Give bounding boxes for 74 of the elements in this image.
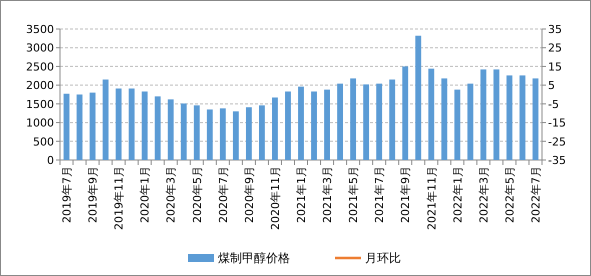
y2-tick-label: 35	[548, 23, 562, 36]
y2-tick-label: -5	[548, 98, 559, 111]
x-tick-label: 2019年7月	[60, 166, 74, 223]
y2-tick-label: -25	[548, 135, 566, 148]
bar	[116, 88, 122, 160]
bar	[298, 86, 304, 160]
bar	[389, 80, 396, 160]
bar	[76, 94, 82, 160]
x-tick-label: 2020年7月	[216, 166, 230, 223]
bar	[90, 92, 96, 160]
x-tick-label: 2021年9月	[399, 166, 412, 223]
x-tick-label: 2021年7月	[373, 166, 386, 223]
bar	[520, 75, 526, 160]
bar	[246, 107, 252, 160]
y-tick-label: 2000	[26, 79, 54, 92]
bar	[142, 92, 148, 160]
bar	[206, 109, 213, 160]
x-tick-label: 2022年3月	[477, 166, 490, 223]
bar	[194, 105, 200, 160]
x-tick-label: 2021年11月	[425, 166, 438, 230]
y-tick-label: 2500	[26, 60, 54, 74]
y2-tick-label: 5	[548, 79, 555, 92]
x-tick-label: 2019年9月	[86, 166, 100, 223]
bar	[506, 75, 512, 160]
bar	[337, 84, 344, 160]
bar	[363, 84, 370, 160]
bar	[441, 78, 448, 160]
y-tick-label: 0	[47, 154, 54, 167]
x-tick-label: 2022年1月	[451, 166, 464, 223]
bar	[493, 69, 500, 160]
x-tick-label: 2021年3月	[321, 166, 334, 223]
x-tick-label: 2021年5月	[347, 166, 360, 223]
bar	[467, 84, 474, 160]
bar	[480, 69, 486, 160]
y2-tick-label: -35	[548, 154, 566, 167]
x-tick-label: 2020年9月	[242, 166, 256, 223]
y-tick-label: 1500	[26, 98, 54, 111]
bar	[220, 108, 226, 160]
y-tick-label: 500	[33, 135, 54, 148]
bar	[102, 80, 109, 160]
x-tick-label: 2020年1月	[138, 166, 152, 223]
bar	[415, 36, 422, 160]
bar	[168, 99, 174, 160]
x-tick-label: 2022年5月	[503, 166, 516, 223]
bar	[454, 90, 460, 160]
bar	[428, 68, 434, 160]
bar	[272, 97, 278, 160]
x-tick-label: 2020年5月	[190, 166, 204, 223]
bar	[324, 90, 330, 160]
x-tick-label: 2020年11月	[268, 166, 282, 230]
bar	[232, 111, 239, 160]
bar	[64, 94, 70, 160]
bar	[285, 92, 291, 160]
x-tick-label: 2020年3月	[164, 166, 178, 223]
bar	[311, 92, 317, 160]
bar	[532, 78, 538, 160]
legend-label: 月环比	[365, 251, 401, 265]
y2-tick-label: 25	[548, 42, 562, 55]
y-tick-label: 1000	[26, 116, 54, 130]
bar	[258, 105, 265, 160]
y2-tick-label: -15	[548, 116, 566, 130]
x-tick-label: 2022年7月	[529, 166, 542, 223]
y-tick-label: 3500	[26, 23, 54, 36]
bar	[154, 96, 161, 160]
legend-label: 煤制甲醇价格	[218, 251, 290, 265]
bar	[402, 66, 408, 160]
y-tick-label: 3000	[26, 42, 54, 55]
y2-tick-label: 15	[548, 60, 562, 74]
bar	[128, 88, 135, 160]
x-tick-label: 2019年11月	[112, 166, 126, 230]
bar	[180, 103, 187, 160]
bar	[376, 84, 382, 160]
x-tick-label: 2021年1月	[295, 166, 308, 223]
bar	[350, 78, 356, 160]
